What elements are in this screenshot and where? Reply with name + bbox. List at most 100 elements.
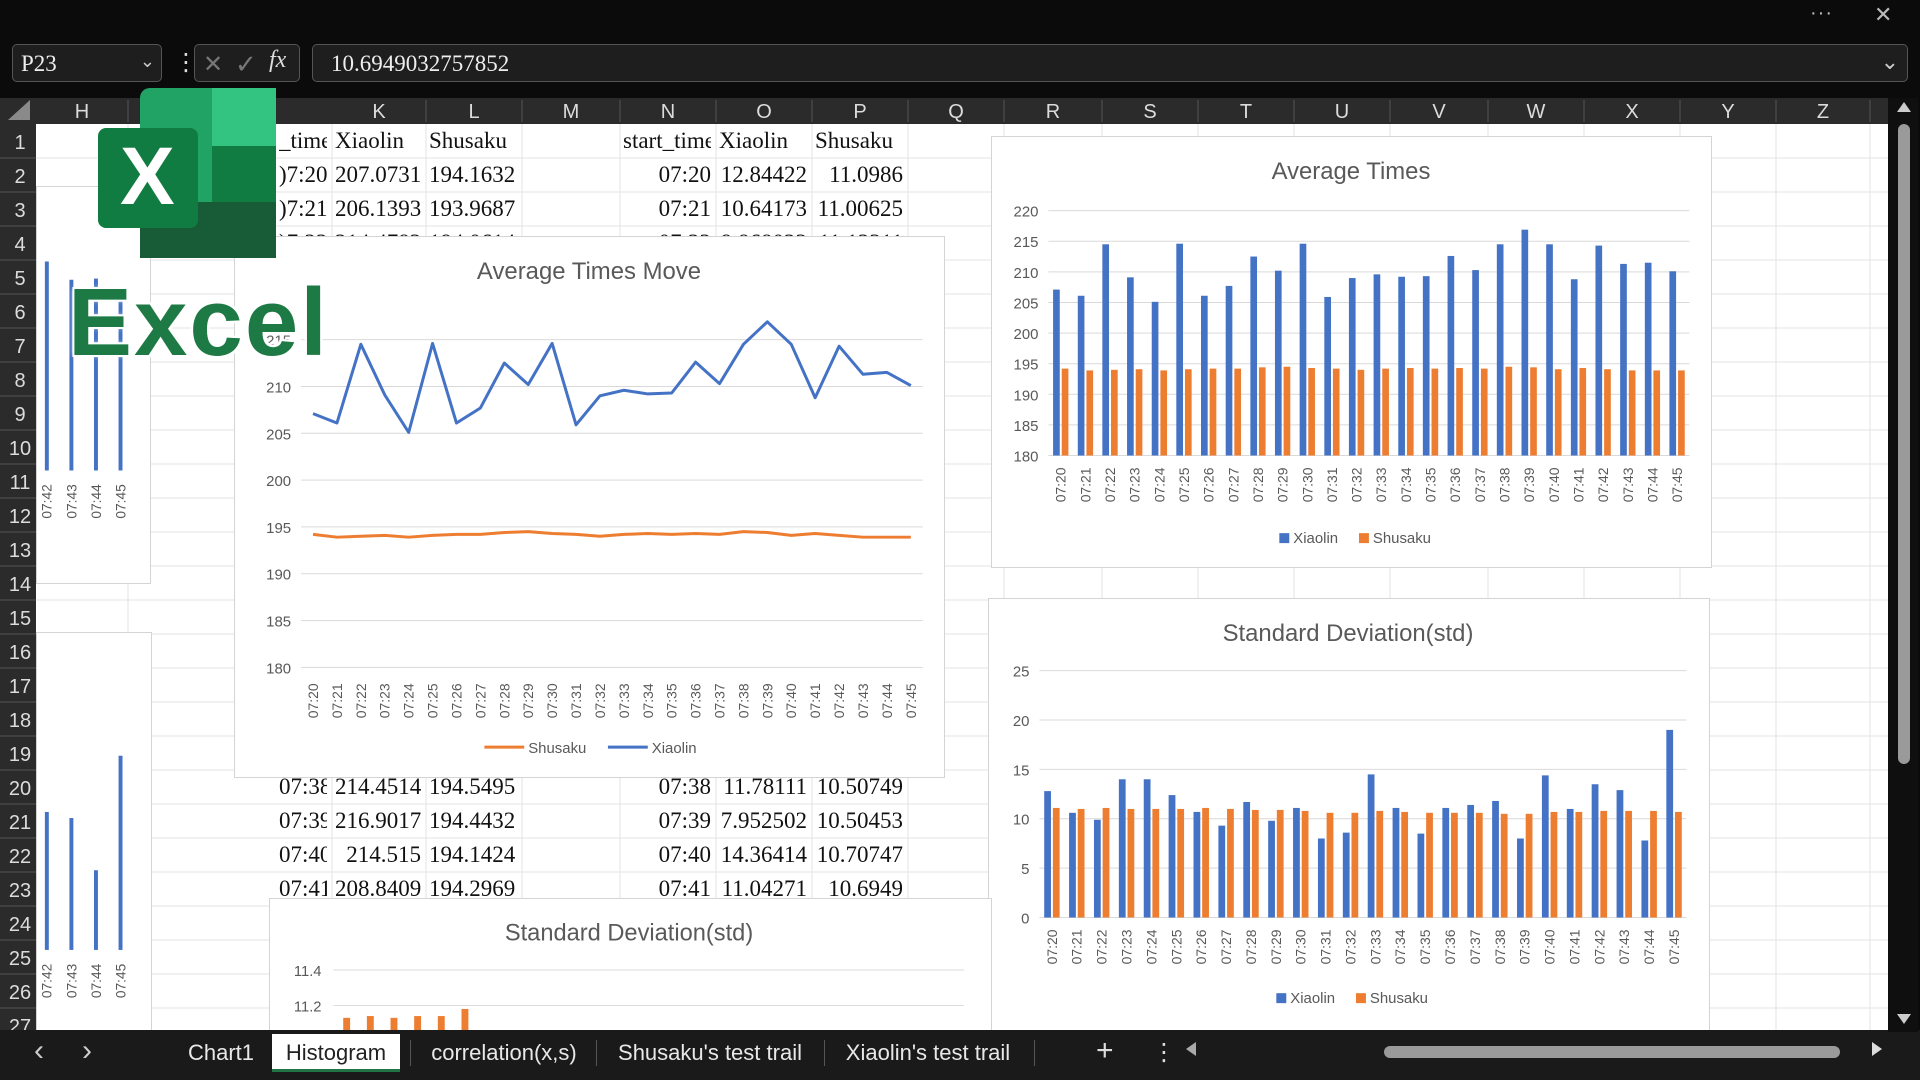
y-tick-label: 195: [1014, 357, 1039, 374]
cell-p-2[interactable]: 11.0986: [829, 162, 903, 187]
cell-j-20[interactable]: 07:38: [279, 774, 327, 799]
cell-n-1[interactable]: start_time: [623, 128, 711, 153]
more-options-icon[interactable]: ···: [1810, 2, 1833, 24]
sheet-more-icon[interactable]: ⋮: [1152, 1039, 1176, 1066]
bar-shusaku: [1650, 810, 1657, 918]
enter-icon[interactable]: ✓: [235, 49, 257, 79]
tab-correlation[interactable]: correlation(x,s): [431, 1040, 577, 1065]
cell-l-23[interactable]: 194.2969: [429, 876, 516, 901]
scroll-down-icon[interactable]: [1897, 1014, 1911, 1024]
bar-shusaku: [1451, 812, 1458, 918]
cell-o-3[interactable]: 10.64173: [720, 196, 807, 221]
cell-n-20[interactable]: 07:38: [658, 774, 711, 799]
cell-j-1[interactable]: _time: [279, 128, 327, 153]
name-box[interactable]: P23 ⌄: [12, 44, 162, 82]
scroll-left-icon[interactable]: [1186, 1042, 1196, 1056]
series-line-xiaolin: [312, 320, 912, 434]
tab-chart1[interactable]: Chart1: [187, 1040, 255, 1065]
prev-sheet-icon[interactable]: ‹: [34, 1034, 44, 1067]
cell-o-20[interactable]: 11.78111: [723, 774, 807, 799]
horizontal-scrollbar-thumb[interactable]: [1384, 1046, 1840, 1058]
bar-xiaolin: [1127, 277, 1134, 456]
row-header-25: 25: [9, 948, 31, 970]
bar-shusaku: [1332, 368, 1340, 456]
x-tick-label: 07:41: [1570, 467, 1586, 502]
cell-l-3[interactable]: 193.9687: [429, 196, 516, 221]
bar-xiaolin: [1644, 262, 1652, 456]
cell-n-23[interactable]: 07:41: [658, 876, 711, 901]
legend-swatch-shusaku: [1358, 533, 1369, 544]
y-tick-label: 205: [266, 426, 291, 443]
bar-shusaku: [1135, 369, 1143, 456]
partial-chart-xiaolin-average[interactable]: 07:42 07:43 07:44 07:45: [36, 186, 151, 584]
cell-o-23[interactable]: 11.04271: [721, 876, 807, 901]
column-header-r: R: [1046, 101, 1060, 123]
column-header-x: X: [1625, 101, 1638, 123]
cell-j-23[interactable]: 07:41: [279, 876, 327, 901]
cell-k-2[interactable]: 207.0731: [335, 162, 421, 187]
cell-k-21[interactable]: 216.9017: [335, 808, 421, 833]
y-tick-label: 190: [266, 567, 291, 584]
x-tick-label: 07:33: [616, 683, 632, 718]
x-tick-label: 07:35: [1417, 929, 1433, 964]
x-tick-label: 07:37: [712, 683, 728, 718]
close-icon[interactable]: ✕: [1874, 2, 1893, 27]
tab-xiaolin-test-trail[interactable]: Xiaolin's test trail: [845, 1040, 1011, 1065]
cell-o-21[interactable]: 7.952502: [720, 808, 807, 833]
chart-standard-deviation-partial[interactable]: Standard Deviation(std) 11.2 11.4: [269, 898, 992, 1036]
cell-p-3[interactable]: 11.00625: [817, 196, 903, 221]
cell-k-20[interactable]: 214.4514: [335, 774, 421, 799]
insert-function-icon[interactable]: fx: [269, 47, 287, 73]
chevron-down-icon[interactable]: ⌄: [139, 51, 155, 71]
cell-p-20[interactable]: 10.50749: [816, 774, 903, 799]
formula-input[interactable]: 10.6949032757852 ⌄: [312, 44, 1908, 82]
cell-j-21[interactable]: 07:39: [279, 808, 327, 833]
chart-average-times[interactable]: Average Times 180 185 190 195 200 205 210 215 220…: [991, 136, 1712, 568]
x-tick-label: 07:41: [1566, 929, 1582, 964]
expand-formula-icon[interactable]: ⌄: [1880, 49, 1899, 74]
cell-n-2[interactable]: 07:20: [658, 162, 711, 187]
cell-o-22[interactable]: 14.36414: [720, 842, 807, 867]
tab-histogram[interactable]: Histogram: [272, 1034, 400, 1072]
cell-k-22[interactable]: 214.515: [346, 842, 421, 867]
cell-j-3[interactable]: )7:21: [279, 196, 327, 221]
cell-l-22[interactable]: 194.1424: [429, 842, 516, 867]
column-header-bar: [0, 98, 1888, 124]
cell-p-23[interactable]: 10.6949: [828, 876, 903, 901]
chart-standard-deviation[interactable]: Standard Deviation(std) 0 5 10 15 20 25 07:20 07…: [988, 598, 1710, 1034]
cell-p-22[interactable]: 10.70747: [816, 842, 903, 867]
tab-separator: [596, 1040, 597, 1066]
row-header-bar: [0, 124, 36, 1034]
cell-j-2[interactable]: )7:20: [279, 162, 327, 187]
cell-p-1[interactable]: Shusaku: [815, 128, 893, 153]
bar-shusaku: [1500, 813, 1508, 918]
bar-shusaku: [390, 1017, 398, 1035]
cell-l-1[interactable]: Shusaku: [429, 128, 507, 153]
x-tick-label: 07:32: [1349, 467, 1365, 502]
cell-n-22[interactable]: 07:40: [658, 842, 711, 867]
cell-j-22[interactable]: 07:40: [279, 842, 327, 867]
tab-shusaku-test-trail[interactable]: Shusaku's test trail: [618, 1040, 802, 1065]
chart-average-times-move[interactable]: Average Times Move 180 185 190 195 200 205 210 2…: [234, 236, 945, 778]
cell-l-21[interactable]: 194.4432: [429, 808, 516, 833]
cell-p-21[interactable]: 10.50453: [816, 808, 903, 833]
cell-o-2[interactable]: 12.84422: [720, 162, 807, 187]
x-tick-label: 07:44: [1644, 467, 1660, 502]
scroll-right-icon[interactable]: [1872, 1042, 1882, 1056]
cell-n-21[interactable]: 07:39: [658, 808, 711, 833]
cell-l-2[interactable]: 194.1632: [429, 162, 516, 187]
cancel-icon[interactable]: ✕: [203, 51, 224, 78]
cell-k-3[interactable]: 206.1393: [335, 196, 421, 221]
next-sheet-icon[interactable]: ›: [82, 1034, 92, 1067]
add-sheet-icon[interactable]: +: [1096, 1034, 1114, 1067]
cell-o-1[interactable]: Xiaolin: [719, 128, 788, 153]
vertical-scrollbar-thumb[interactable]: [1898, 124, 1910, 764]
cell-k-23[interactable]: 208.8409: [335, 876, 421, 901]
tab-separator: [410, 1040, 411, 1066]
scroll-up-icon[interactable]: [1897, 102, 1911, 112]
partial-chart-xiaolin-std[interactable]: 07:42 07:43 07:44 07:45: [36, 632, 152, 1032]
cell-n-3[interactable]: 07:21: [658, 196, 711, 221]
cell-l-20[interactable]: 194.5495: [429, 774, 516, 799]
row-header-4: 4: [14, 234, 25, 256]
cell-k-1[interactable]: Xiaolin: [335, 128, 404, 153]
